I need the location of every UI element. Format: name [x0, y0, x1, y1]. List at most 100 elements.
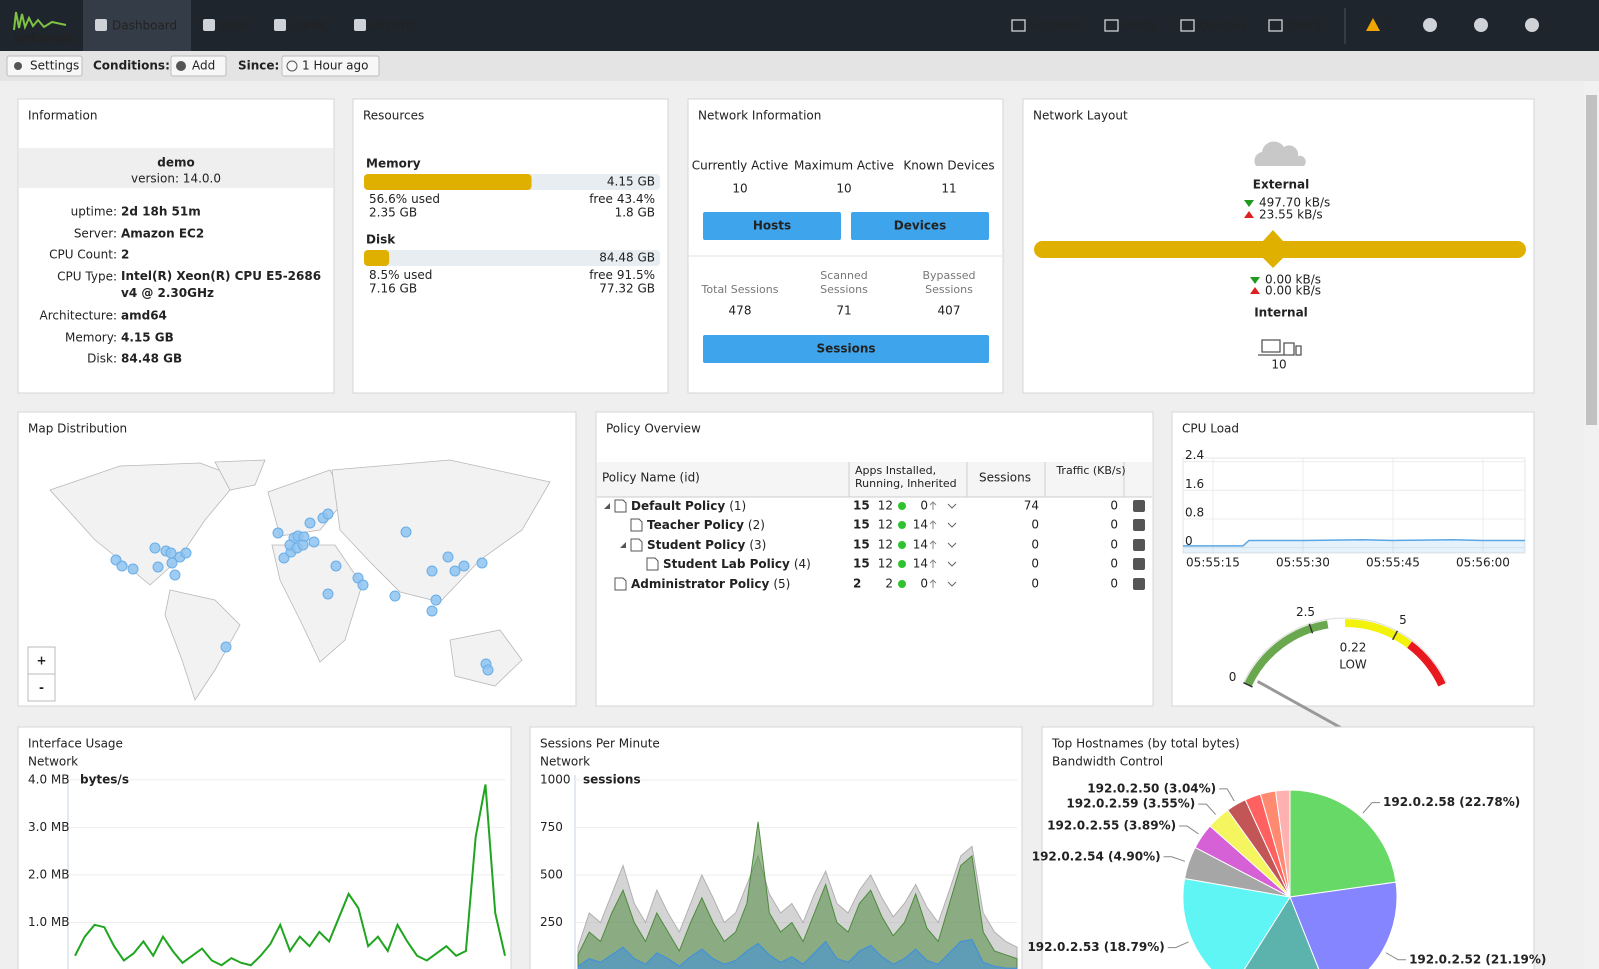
map-point [426, 565, 438, 577]
button[interactable] [703, 335, 989, 363]
label: 14 [913, 557, 928, 571]
label: 10 [836, 182, 851, 196]
label: 0 [1110, 557, 1118, 571]
info-key: CPU Type: [57, 270, 117, 284]
free-word: free [589, 268, 613, 282]
label: 7.16 GB [369, 282, 417, 296]
label: Policy Name (id) [602, 471, 700, 485]
nav-item[interactable]: Users [1287, 19, 1321, 33]
info-key: Memory: [65, 331, 117, 345]
pie-label: 192.0.2.53 (18.79%) [1027, 940, 1164, 954]
label: 0 [1110, 499, 1118, 513]
link-arrow [1263, 258, 1283, 268]
map-point [165, 547, 177, 559]
add-button[interactable] [170, 55, 227, 77]
policy-name: Administrator Policy (5) [631, 577, 790, 591]
column-header-box: Apps Installed, Running, Inherited [855, 464, 957, 490]
label: 0 [1110, 518, 1118, 532]
gauge-tick [1391, 630, 1398, 641]
label: - [39, 681, 44, 695]
label: Currently Active [692, 159, 788, 173]
label: 15 [853, 518, 870, 532]
policy-name: Teacher Policy (2) [647, 518, 765, 532]
nav-item[interactable]: Dashboard [112, 19, 177, 33]
open-link[interactable] [1133, 500, 1145, 512]
id: (3) [749, 538, 766, 552]
host-band [19, 148, 333, 188]
free-pct: 43.4% [617, 192, 655, 206]
pie-label: 192.0.2.54 (4.90%) [1032, 849, 1161, 863]
nav-round-icon [1525, 18, 1539, 32]
panel-title: Network Information [698, 109, 821, 123]
map-point [400, 526, 412, 538]
axis-label: sessions [583, 773, 641, 787]
info-key: CPU Count: [49, 248, 117, 262]
label: Known Devices [903, 159, 994, 173]
label: 14 [913, 518, 928, 532]
label: 407 [938, 304, 961, 318]
free-line: free 91.5% [589, 268, 655, 282]
gauge-tick-label: 0 [1229, 670, 1237, 684]
plot-area [1182, 457, 1526, 554]
status-dot [898, 560, 906, 568]
map-point [116, 560, 128, 572]
open-link[interactable] [1133, 578, 1145, 590]
gauge-status: LOW [1339, 658, 1367, 672]
nav-icon [1011, 19, 1026, 32]
info-value-box: Intel(R) Xeon(R) CPU E5-2686 v4 @ 2.30GH… [121, 269, 321, 300]
expander [620, 542, 626, 548]
nav-item[interactable]: Hosts [1123, 19, 1157, 33]
pie-slice [1182, 877, 1291, 969]
label: 14 [913, 538, 928, 552]
policy-icon [614, 577, 627, 591]
leader-line [1219, 788, 1235, 802]
stat-label-box: Scanned Sessions [820, 269, 868, 296]
settings-button[interactable] [6, 55, 83, 77]
label: 0 [920, 499, 928, 513]
since-button[interactable] [281, 55, 380, 77]
map-point [430, 594, 442, 606]
status-dot [898, 580, 906, 588]
nav-item[interactable]: Devices [1199, 19, 1246, 33]
button[interactable] [851, 212, 989, 240]
label: 11 [941, 182, 956, 196]
scroll-thumb [1586, 95, 1597, 425]
label: 84.48 GB [599, 251, 655, 265]
expander [604, 503, 610, 509]
cpu-area [1183, 539, 1525, 553]
inherit-icon [929, 520, 937, 529]
devices-icon [1258, 339, 1302, 356]
zoom-out[interactable] [27, 673, 56, 702]
continent [271, 544, 363, 663]
open-link[interactable] [1133, 558, 1145, 570]
gauge-tick-label: 2.5 [1296, 605, 1315, 619]
nav-item[interactable]: Reports [371, 19, 417, 33]
open-link[interactable] [1133, 539, 1145, 551]
name: Student Lab Policy [663, 557, 790, 571]
nav-item[interactable]: Config [291, 19, 330, 33]
y-tick-label: 500 [540, 868, 563, 882]
panel-title: Sessions Per Minute [540, 737, 660, 751]
map-point [426, 605, 438, 617]
nav-icon [203, 19, 215, 31]
column-header: Apps Installed, Running, Inherited [855, 464, 957, 490]
map-point [169, 569, 181, 581]
nav-item[interactable]: Apps [220, 19, 250, 33]
nav-item[interactable]: Sessions [1030, 19, 1082, 33]
map-point [322, 508, 334, 520]
label: Hosts [753, 219, 791, 233]
label: Conditions: [93, 59, 170, 73]
info-value: Amazon EC2 [121, 227, 204, 241]
map-point [127, 563, 139, 575]
usage-bar [364, 174, 532, 190]
link-bar [1034, 241, 1526, 258]
table-header [597, 462, 1152, 497]
zoom-in[interactable] [27, 646, 56, 675]
inherit-icon [929, 559, 937, 568]
chevron [947, 561, 957, 567]
button[interactable] [703, 212, 841, 240]
open-link[interactable] [1133, 519, 1145, 531]
leader-line [1179, 825, 1199, 835]
stat-label-box: Total Sessions [702, 283, 779, 296]
brand: untangle [14, 31, 74, 45]
